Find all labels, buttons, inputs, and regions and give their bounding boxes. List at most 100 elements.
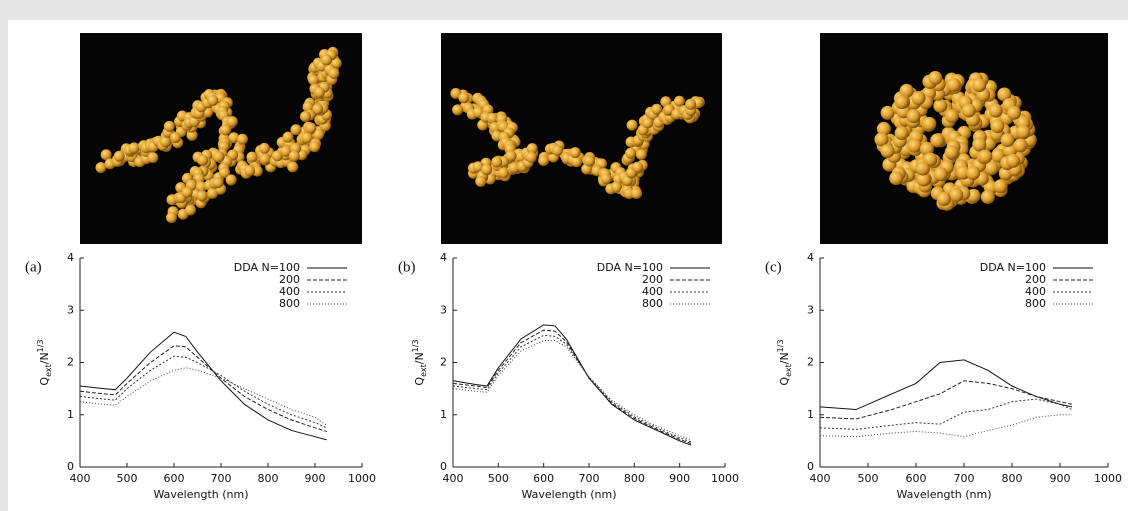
particle [186, 129, 198, 141]
y-tick-label: 2 [440, 356, 447, 369]
particle [922, 116, 937, 131]
particle [936, 192, 951, 207]
particle [1006, 153, 1021, 168]
particle [571, 156, 583, 168]
particle [915, 161, 930, 176]
particle [966, 166, 981, 181]
particle [458, 92, 470, 104]
chart: 0 1 2 3 4 400 500 600 700 800 900 1000 Wavelength (n… [25, 251, 376, 501]
particle [475, 175, 487, 187]
x-tick-label: 600 [906, 472, 927, 485]
y-axis-label-part: 1/3 [776, 339, 785, 352]
line-series [452, 329, 692, 444]
particle [219, 167, 231, 179]
particle [972, 78, 987, 93]
particle [312, 103, 324, 115]
particle [169, 132, 181, 144]
x-tick-label: 1000 [1094, 472, 1122, 485]
legend-label: 400 [642, 285, 663, 298]
particle [685, 98, 697, 110]
x-axis-label: Wavelength (nm) [521, 488, 616, 501]
y-tick-label: 4 [67, 251, 74, 264]
particle [946, 77, 961, 92]
panel-label: (b) [398, 259, 416, 275]
y-tick-label: 3 [807, 303, 814, 316]
particle [525, 151, 537, 163]
particle [538, 155, 550, 167]
chart: 0 1 2 3 4 400 500 600 700 800 900 1000 Wavelength (n… [765, 251, 1122, 501]
y-tick-label: 0 [67, 460, 74, 473]
particle [246, 151, 258, 163]
line-series [452, 324, 692, 446]
particle [961, 103, 976, 118]
y-tick-label: 0 [807, 460, 814, 473]
particle [313, 128, 325, 140]
line-series [819, 398, 1073, 430]
legend-label: 400 [1025, 285, 1046, 298]
particle [642, 117, 654, 129]
x-axis-label: Wavelength (nm) [896, 488, 991, 501]
particle [1000, 133, 1015, 148]
particle [876, 121, 891, 136]
y-axis-label-part: ext [784, 364, 793, 377]
x-tick-label: 800 [258, 472, 279, 485]
particle [916, 172, 931, 187]
particle [196, 190, 208, 202]
y-tick-label: 2 [67, 356, 74, 369]
legend-label: 800 [642, 297, 663, 310]
legend-label: 200 [279, 273, 300, 286]
chart: 0 1 2 3 4 400 500 600 700 800 900 1000 Wavelength (n… [398, 251, 739, 501]
y-axis-label: Qext/N1/3 [36, 339, 53, 385]
line-series [79, 345, 327, 432]
y-axis-label-part: ext [419, 364, 428, 377]
particle [100, 149, 112, 161]
line-series [79, 355, 327, 429]
particle [880, 105, 895, 120]
left-band [0, 0, 8, 511]
x-tick-label: 1000 [711, 472, 739, 485]
x-tick-label: 700 [211, 472, 232, 485]
y-axis-label-part: /N [38, 352, 51, 364]
particle [498, 167, 510, 179]
y-tick-label: 0 [440, 460, 447, 473]
particle [472, 161, 484, 173]
particle [486, 112, 498, 124]
particle [632, 161, 644, 173]
particle [906, 109, 921, 124]
particle [236, 133, 248, 145]
particle [933, 98, 948, 113]
particle [990, 119, 1005, 134]
line-series [452, 340, 692, 441]
x-tick-label: 400 [70, 472, 91, 485]
particle [610, 181, 622, 193]
y-axis-label-part: 1/3 [36, 339, 45, 352]
particle [220, 124, 232, 136]
particle [928, 70, 943, 85]
x-tick-label: 1000 [348, 472, 376, 485]
particle [625, 147, 637, 159]
x-tick-label: 700 [579, 472, 600, 485]
particle [452, 104, 464, 116]
particle [212, 177, 224, 189]
particle [505, 150, 517, 162]
legend-label: DDA N=100 [980, 261, 1046, 274]
particle [508, 162, 520, 174]
particle [930, 133, 945, 148]
particle [551, 144, 563, 156]
y-tick-label: 4 [807, 251, 814, 264]
x-tick-label: 400 [810, 472, 831, 485]
legend-label: 800 [1025, 297, 1046, 310]
y-tick-label: 4 [440, 251, 447, 264]
legend-label: DDA N=100 [597, 261, 663, 274]
particle [993, 179, 1008, 194]
particle [1016, 124, 1031, 139]
particle [894, 95, 909, 110]
y-axis-label: Qext/N1/3 [776, 339, 793, 385]
particle [978, 149, 993, 164]
x-tick-label: 500 [858, 472, 879, 485]
particle [491, 156, 503, 168]
particle [225, 174, 237, 186]
particle [944, 109, 959, 124]
particle [313, 86, 325, 98]
y-tick-label: 3 [440, 303, 447, 316]
